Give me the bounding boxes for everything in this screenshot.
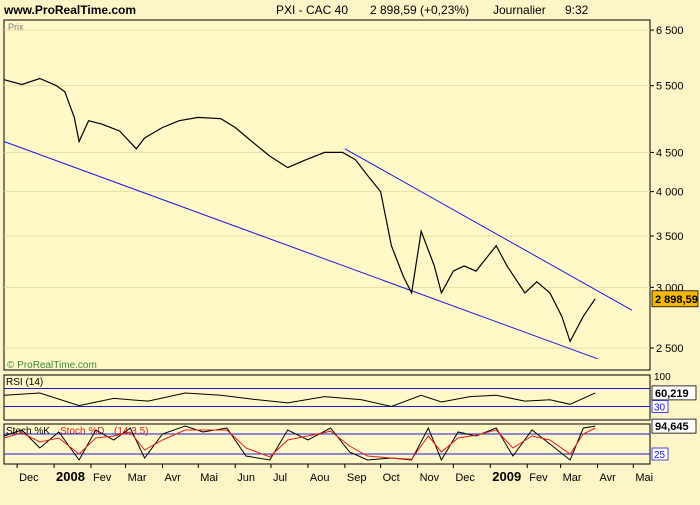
rsi-panel[interactable] [3,374,651,421]
chart-period: Journalier [493,3,546,17]
last-value-label: 60,219 [655,388,689,400]
stoch-reference-lines [4,433,650,455]
x-tick-label: Aou [310,472,330,484]
last-value-box [651,418,697,434]
osc-top-label: 100 [654,372,671,383]
last-value-box [651,385,697,401]
x-axis: Dec 2008 Fev Mar Avr Mai Jun Jul Aou Sep Oct Nov Dec… [16,464,653,484]
x-tick-label: Dec [455,472,475,484]
price-line [3,77,596,343]
ref-value-box [651,400,669,413]
instrument-name: PXI - CAC 40 [276,3,348,17]
x-tick-label: Avr [165,472,182,484]
x-tick-label: Sep [347,472,367,484]
stoch-params: (14,3,5) [114,426,148,437]
price-tick-label: 4 500 [656,147,684,159]
watermark: © ProRealTime.com [7,360,97,371]
x-tick-label: Mar [128,472,147,484]
x-tick-label: Avr [600,472,617,484]
stoch-axis: 94,645 25 [651,418,697,461]
x-tick-label: Jun [237,472,255,484]
rsi-series [3,392,596,408]
x-tick-label: Mar [563,472,582,484]
price-tick-label: 4 000 [656,187,684,199]
x-tick-label: Mai [635,472,653,484]
price-tick-label: 2 500 [656,343,684,355]
price-tick-label: 5 500 [656,81,684,93]
price-grid [4,29,650,349]
x-tick-label: 2008 [56,469,85,484]
trendline [3,141,598,360]
stoch-series [3,425,596,462]
oscillator-line [3,427,596,460]
oscillator-line [3,392,596,408]
instrument-quote: 2 898,59 (+0,23%) [370,3,469,17]
last-value-label: 94,645 [655,421,689,433]
x-tick-label: Nov [420,472,440,484]
ref-value-label: 25 [654,450,666,461]
x-tick-label: Fev [93,472,112,484]
x-tick-label: Dec [19,472,39,484]
last-price-badge: 2 898,59 [651,290,699,308]
chart-time: 9:32 [565,3,589,17]
ref-value-label: 30 [654,403,666,414]
price-tick-label: 6 500 [656,25,684,37]
x-tick-label: Jul [273,472,287,484]
price-panel-label: Prix [8,22,24,32]
x-tick-label: Fev [529,472,548,484]
oscillator-line [3,425,596,462]
rsi-axis: 60,219 30 100 [651,372,697,414]
stoch-k-label: Stoch %K [6,426,50,437]
ref-value-box [651,447,669,461]
rsi-panel-label: RSI (14) [6,377,43,388]
last-price-label: 2 898,59 [655,294,698,306]
price-trendlines [3,141,633,360]
x-tick-label: Mai [200,472,218,484]
price-panel[interactable] [3,19,651,371]
stoch-d-label: Stoch %D [60,426,104,437]
x-tick-label: Oct [383,472,400,484]
price-tick-label: 3 500 [656,231,684,243]
trendline [344,148,633,311]
rsi-reference-lines [4,388,650,407]
last-price-box [651,290,699,308]
price-series [3,77,596,343]
x-tick-label: 2009 [492,469,521,484]
stoch-panel[interactable] [3,423,651,465]
site-name[interactable]: www.ProRealTime.com [3,3,136,17]
